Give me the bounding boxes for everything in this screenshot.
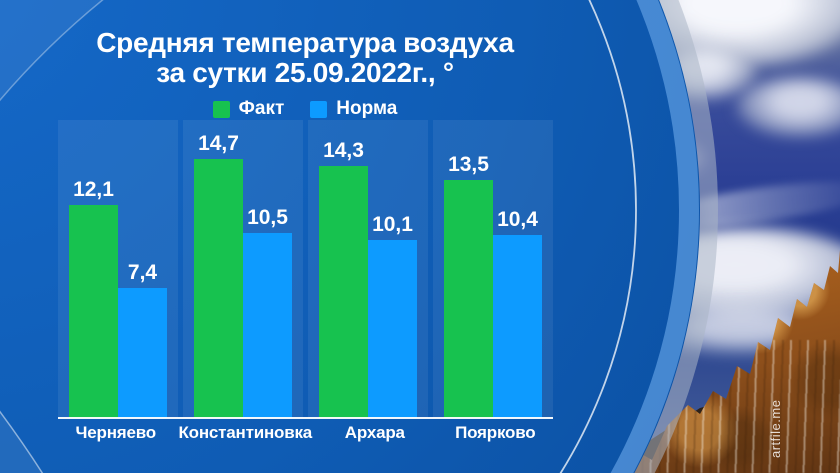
bar-value-label: 13,5 [448, 153, 489, 176]
bar-value-label: 14,7 [198, 132, 239, 155]
corner-arc-topleft [0, 0, 104, 102]
corner-accent-topleft [0, 0, 103, 101]
bar-group-poyarkovo: 13,5 10,4 [433, 120, 553, 418]
bar-value-label: 7,4 [127, 261, 158, 284]
category-label: Поярково [455, 423, 536, 442]
legend-item-norm: Норма [310, 98, 397, 120]
panel-white-arc [559, 0, 637, 473]
bar-value-label: 10,1 [372, 213, 413, 236]
chart-title: Средняя температура воздуха за сутки 25.… [38, 28, 572, 88]
bar-fact: 13,5 [444, 153, 493, 418]
legend: Факт Норма [38, 98, 572, 120]
bar-value-label: 10,5 [247, 206, 288, 229]
bar-norm: 10,1 [368, 213, 417, 418]
legend-swatch-fact [212, 100, 230, 118]
chart-title-line1: Средняя температура воздуха [96, 27, 514, 58]
category-labels: Черняево Константиновка Архара Поярково [58, 423, 553, 443]
bar-fact: 14,7 [194, 132, 243, 418]
category-label: Архара [344, 423, 405, 442]
plot-area: 12,1 7,4 14,7 10,5 14,3 10,1 13,5 10,4 [58, 120, 553, 418]
bar-value-label: 10,4 [497, 208, 538, 231]
x-axis-line [58, 417, 553, 419]
bar-group-arkhara: 14,3 10,1 [308, 120, 428, 418]
bar-group-konstantinovka: 14,7 10,5 [183, 120, 303, 418]
bar-fact: 12,1 [69, 178, 118, 418]
bar-norm: 10,4 [493, 208, 542, 418]
legend-swatch-norm [310, 100, 328, 118]
cloud-shape [735, 78, 840, 138]
bar-group-chernyaevo: 12,1 7,4 [58, 120, 178, 418]
panel-light-band [610, 0, 699, 473]
category-label: Константиновка [178, 423, 313, 442]
legend-item-fact: Факт [212, 98, 285, 120]
legend-label-fact: Факт [238, 98, 285, 119]
legend-label-norm: Норма [336, 98, 398, 119]
bar-norm: 7,4 [118, 261, 167, 418]
bar-norm: 10,5 [243, 206, 292, 418]
bar-fact: 14,3 [319, 139, 368, 418]
bar-value-label: 14,3 [323, 139, 364, 162]
corner-arc-bottomleft [0, 410, 44, 473]
bar-value-label: 12,1 [73, 178, 114, 201]
chart-title-line2: за сутки 25.09.2022г., ° [156, 57, 454, 88]
category-label: Черняево [75, 423, 157, 442]
